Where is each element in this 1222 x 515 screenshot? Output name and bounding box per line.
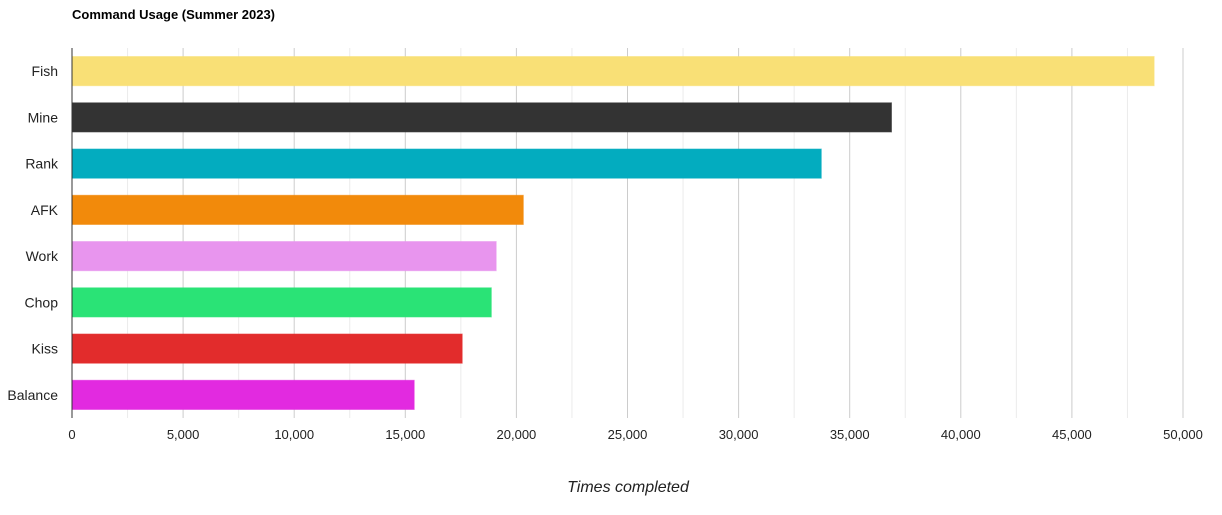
x-tick-label: 15,000: [385, 427, 425, 442]
y-tick-label: Fish: [32, 63, 58, 79]
y-tick-label: AFK: [31, 202, 59, 218]
y-tick-label: Kiss: [32, 341, 58, 357]
x-tick-label: 40,000: [941, 427, 981, 442]
bar-rank[interactable]: [71, 148, 822, 179]
bar-chop[interactable]: [71, 287, 492, 318]
x-tick-label: 10,000: [274, 427, 314, 442]
x-tick-label: 5,000: [167, 427, 200, 442]
x-tick-label: 25,000: [608, 427, 648, 442]
bar-kiss[interactable]: [71, 333, 463, 364]
x-tick-label: 35,000: [830, 427, 870, 442]
y-tick-label: Rank: [25, 156, 59, 172]
y-tick-label: Work: [26, 248, 59, 264]
y-tick-label: Mine: [28, 109, 59, 125]
bar-fish[interactable]: [71, 56, 1155, 87]
bar-mine[interactable]: [71, 102, 892, 133]
chart-title: Command Usage (Summer 2023): [72, 7, 275, 22]
bar-afk[interactable]: [71, 194, 524, 225]
y-tick-label: Balance: [7, 387, 58, 403]
x-tick-label: 0: [68, 427, 75, 442]
bar-work[interactable]: [71, 241, 497, 272]
x-axis-label: Times completed: [567, 479, 690, 496]
bar-balance[interactable]: [71, 379, 415, 410]
x-tick-label: 50,000: [1163, 427, 1203, 442]
x-tick-label: 30,000: [719, 427, 759, 442]
x-tick-label: 20,000: [497, 427, 537, 442]
y-tick-label: Chop: [25, 294, 59, 310]
x-tick-label: 45,000: [1052, 427, 1092, 442]
